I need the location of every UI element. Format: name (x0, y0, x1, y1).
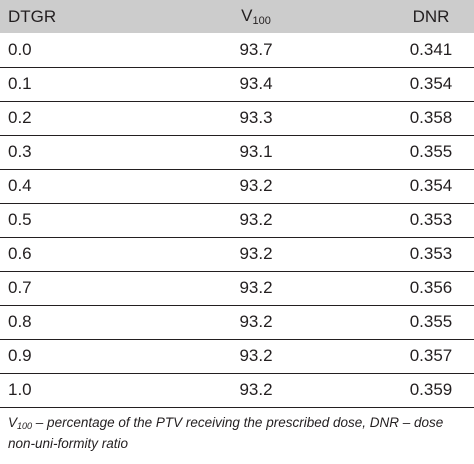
header-dtgr: DTGR (8, 6, 57, 26)
header-dnr: DNR (412, 6, 450, 26)
cell-dtgr: 0.4 (8, 176, 32, 195)
cell-dtgr: 1.0 (8, 380, 32, 399)
cell-v100: 93.2 (239, 346, 273, 365)
table-row: 0.1 93.4 0.354 (0, 67, 474, 101)
cell-dtgr: 0.3 (8, 142, 32, 161)
header-v100-main: V (241, 6, 253, 25)
cell-dnr: 0.353 (409, 244, 453, 263)
cell-dtgr: 0.1 (8, 74, 32, 93)
cell-dnr: 0.341 (409, 39, 453, 59)
footnote-symbol: V100 (8, 414, 33, 431)
table-footnote: V100 – percentage of the PTV receiving t… (8, 414, 470, 453)
header-v100-sub: 100 (252, 15, 271, 27)
data-table-container: DTGR V100 DNR 0.0 93.7 0.341 0.1 93.4 0.… (0, 0, 474, 453)
cell-dnr: 0.359 (409, 380, 453, 399)
cell-v100: 93.2 (239, 312, 273, 331)
footnote-text: – percentage of the PTV receiving the pr… (8, 414, 444, 451)
cell-dnr: 0.355 (409, 312, 453, 331)
cell-dnr: 0.355 (409, 142, 453, 161)
table-row: 1.0 93.2 0.359 (0, 373, 474, 407)
table-row: 0.2 93.3 0.358 (0, 101, 474, 135)
table-row: 0.9 93.2 0.357 (0, 339, 474, 373)
cell-dnr: 0.357 (409, 346, 453, 365)
table-row: 0.0 93.7 0.341 (0, 33, 474, 67)
table-row: 0.4 93.2 0.354 (0, 169, 474, 203)
table-row: 0.8 93.2 0.355 (0, 305, 474, 339)
cell-dtgr: 0.7 (8, 278, 32, 297)
cell-dtgr: 0.6 (8, 244, 32, 263)
cell-v100: 93.2 (239, 210, 273, 229)
cell-dnr: 0.354 (409, 74, 453, 93)
cell-dnr: 0.356 (409, 278, 453, 297)
cell-v100: 93.2 (239, 244, 273, 263)
table-row: 0.5 93.2 0.353 (0, 203, 474, 237)
header-v100: V100 (150, 0, 300, 33)
footnote-symbol-sub: 100 (17, 420, 33, 431)
cell-v100: 93.2 (239, 380, 273, 399)
cell-dnr: 0.354 (409, 176, 453, 195)
cell-dtgr: 0.5 (8, 210, 32, 229)
cell-dtgr: 0.9 (8, 346, 32, 365)
table-row: 0.3 93.1 0.355 (0, 135, 474, 169)
results-table: DTGR V100 DNR 0.0 93.7 0.341 0.1 93.4 0.… (0, 0, 474, 407)
table-body: 0.0 93.7 0.341 0.1 93.4 0.354 0.2 93.3 0… (0, 33, 474, 407)
cell-v100: 93.2 (239, 176, 273, 195)
cell-dtgr: 0.8 (8, 312, 32, 331)
cell-dnr: 0.353 (409, 210, 453, 229)
cell-v100: 93.7 (239, 39, 273, 59)
table-row: 0.6 93.2 0.353 (0, 237, 474, 271)
table-row: 0.7 93.2 0.356 (0, 271, 474, 305)
footnote-symbol-main: V (8, 414, 18, 430)
cell-dnr: 0.358 (409, 108, 453, 127)
table-header: DTGR V100 DNR (0, 0, 474, 33)
cell-dtgr: 0.2 (8, 108, 32, 127)
cell-v100: 93.2 (239, 278, 273, 297)
header-row: DTGR V100 DNR (0, 0, 474, 33)
cell-v100: 93.4 (239, 74, 273, 93)
cell-v100: 93.1 (239, 142, 273, 161)
cell-v100: 93.3 (239, 108, 273, 127)
cell-dtgr: 0.0 (8, 39, 32, 59)
